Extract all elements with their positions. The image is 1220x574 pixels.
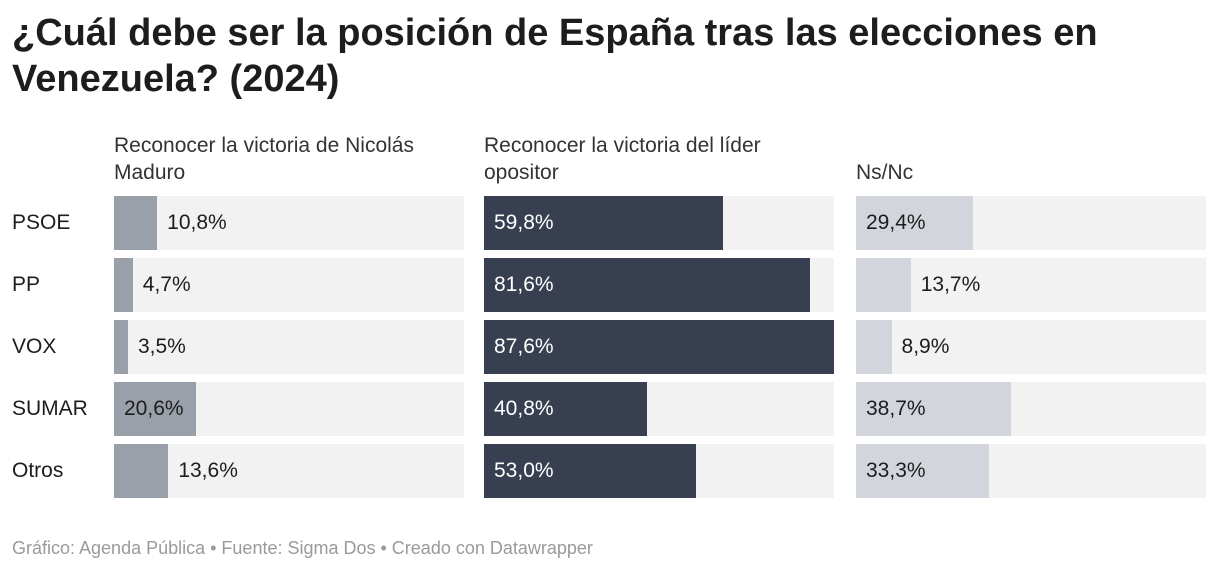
bar-pp-series-2 (484, 258, 811, 312)
bar-track: 59,8% (484, 196, 834, 250)
data-label: 8,9% (901, 335, 950, 358)
bar-psoe-series-3 (856, 196, 974, 250)
bar-otros-series-2 (484, 444, 696, 498)
bar-vox-series-1 (114, 320, 128, 374)
bar-track: 29,4% (856, 196, 1206, 250)
bar-track: 4,7% (114, 258, 464, 312)
bar-track: 40,8% (484, 382, 834, 436)
data-label: 81,6% (494, 273, 554, 296)
bar-track: 3,5% (114, 320, 464, 374)
data-label: 4,7% (142, 273, 191, 296)
bar-track: 10,8% (114, 196, 464, 250)
bar-sumar-series-2 (484, 382, 647, 436)
bar-track: 8,9% (856, 320, 1206, 374)
bar-psoe-series-2 (484, 196, 723, 250)
data-label: 87,6% (494, 335, 554, 358)
bar-track: 13,7% (856, 258, 1206, 312)
data-label: 13,7% (920, 273, 981, 296)
bar-track: 38,7% (856, 382, 1206, 436)
data-label: 10,8% (167, 211, 227, 234)
bar-track: 33,3% (856, 444, 1206, 498)
bar-vox-series-2 (484, 320, 834, 374)
bar-track: 87,6% (484, 320, 834, 374)
series-header-1: Reconocer la victoria de Nicolás Maduro (114, 134, 414, 184)
bar-track: 20,6% (114, 382, 464, 436)
bar-pp-series-3 (856, 258, 911, 312)
data-label: 29,4% (866, 211, 926, 234)
data-label: 59,8% (494, 211, 554, 234)
bar-otros-series-1 (114, 444, 169, 498)
bar-track: 81,6% (484, 258, 834, 312)
bar-track: 53,0% (484, 444, 834, 498)
row-label-otros: Otros (12, 459, 64, 482)
data-label: 3,5% (137, 335, 186, 358)
data-label: 13,6% (178, 459, 238, 482)
bar-track: 13,6% (114, 444, 464, 498)
chart-footer: Gráfico: Agenda Pública • Fuente: Sigma … (12, 538, 593, 558)
series-header-3: Ns/Nc (856, 161, 914, 184)
row-label-vox: VOX (12, 335, 57, 358)
row-label-psoe: PSOE (12, 211, 71, 234)
bar-vox-series-3 (856, 320, 892, 374)
data-label: 38,7% (866, 397, 926, 420)
bar-sumar-series-1 (114, 382, 197, 436)
data-label: 40,8% (494, 397, 554, 420)
data-label: 33,3% (866, 459, 926, 482)
chart-title: ¿Cuál debe ser la posición de España tra… (12, 12, 1098, 100)
series-header-2: Reconocer la victoria del líder opositor (484, 134, 761, 184)
bar-psoe-series-1 (114, 196, 158, 250)
data-label: 53,0% (494, 459, 554, 482)
bar-pp-series-1 (114, 258, 133, 312)
bar-otros-series-3 (856, 444, 990, 498)
row-label-pp: PP (12, 273, 41, 296)
data-label: 20,6% (124, 397, 184, 420)
bar-sumar-series-3 (856, 382, 1011, 436)
row-label-sumar: SUMAR (12, 397, 88, 420)
